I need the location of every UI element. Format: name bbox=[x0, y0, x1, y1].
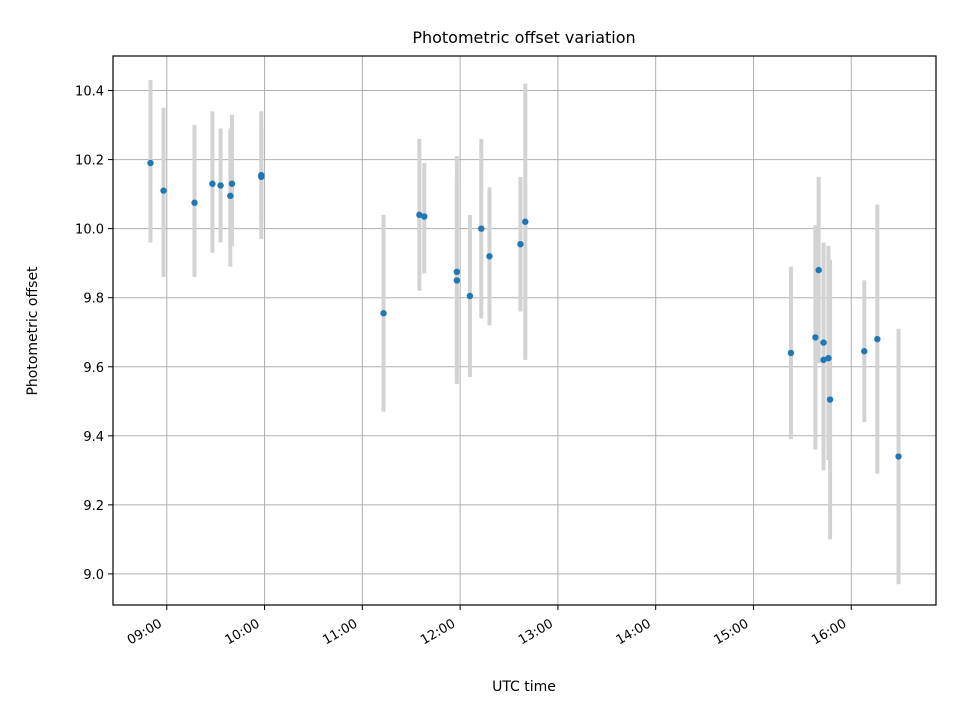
data-point bbox=[820, 356, 827, 364]
data-point bbox=[258, 171, 265, 179]
data-point bbox=[453, 277, 461, 284]
data-point bbox=[486, 253, 493, 260]
data-point bbox=[380, 310, 387, 317]
data-point bbox=[825, 354, 832, 362]
x-tick-label: 12:00 bbox=[418, 616, 458, 648]
data-point bbox=[522, 218, 529, 225]
y-tick-label: 9.6 bbox=[83, 361, 104, 376]
y-tick-label: 9.2 bbox=[83, 499, 104, 514]
chart-title: Photometric offset variation bbox=[412, 28, 635, 47]
data-point bbox=[209, 180, 216, 187]
x-tick-label: 15:00 bbox=[712, 616, 752, 648]
data-point bbox=[466, 292, 474, 300]
x-tick-label: 13:00 bbox=[516, 616, 556, 648]
data-point bbox=[820, 339, 827, 346]
data-point bbox=[826, 396, 834, 403]
data-point bbox=[160, 187, 167, 194]
y-tick-label: 9.4 bbox=[83, 430, 104, 445]
x-tick-label: 14:00 bbox=[614, 616, 654, 648]
data-point bbox=[416, 211, 423, 219]
data-point bbox=[147, 159, 154, 167]
data-point bbox=[421, 213, 428, 220]
y-axis-label: Photometric offset bbox=[25, 266, 41, 396]
y-tick-label: 10.0 bbox=[75, 223, 104, 238]
data-point bbox=[228, 180, 236, 187]
data-point bbox=[812, 334, 819, 341]
plot-frame bbox=[112, 55, 937, 606]
data-point bbox=[815, 266, 822, 274]
data-point bbox=[861, 348, 868, 355]
x-axis-label: UTC time bbox=[492, 679, 556, 695]
y-tick-label: 9.8 bbox=[83, 292, 104, 307]
y-tick-label: 10.2 bbox=[75, 154, 104, 169]
y-tick-label: 10.4 bbox=[75, 85, 104, 100]
x-tick-label: 16:00 bbox=[809, 616, 849, 648]
x-axis-ticks: 09:00 10:00 11:00 12:00 13:00 14:00 15:00 16:00 bbox=[125, 605, 852, 648]
data-point bbox=[227, 192, 234, 200]
data-points bbox=[147, 159, 902, 460]
data-point bbox=[478, 225, 485, 232]
error-bars bbox=[148, 80, 901, 585]
data-point bbox=[517, 240, 524, 248]
data-point bbox=[787, 349, 795, 357]
x-tick-label: 09:00 bbox=[125, 616, 165, 648]
data-point bbox=[217, 182, 224, 189]
data-point bbox=[453, 268, 461, 276]
y-axis-ticks: 9.0 9.2 9.4 9.6 9.8 10.0 10.2 10.4 bbox=[75, 85, 113, 583]
data-point bbox=[874, 335, 881, 343]
data-point bbox=[191, 199, 198, 206]
data-point bbox=[895, 453, 902, 460]
y-tick-label: 9.0 bbox=[83, 568, 104, 583]
x-tick-label: 10:00 bbox=[223, 616, 263, 648]
x-tick-label: 11:00 bbox=[320, 616, 360, 648]
